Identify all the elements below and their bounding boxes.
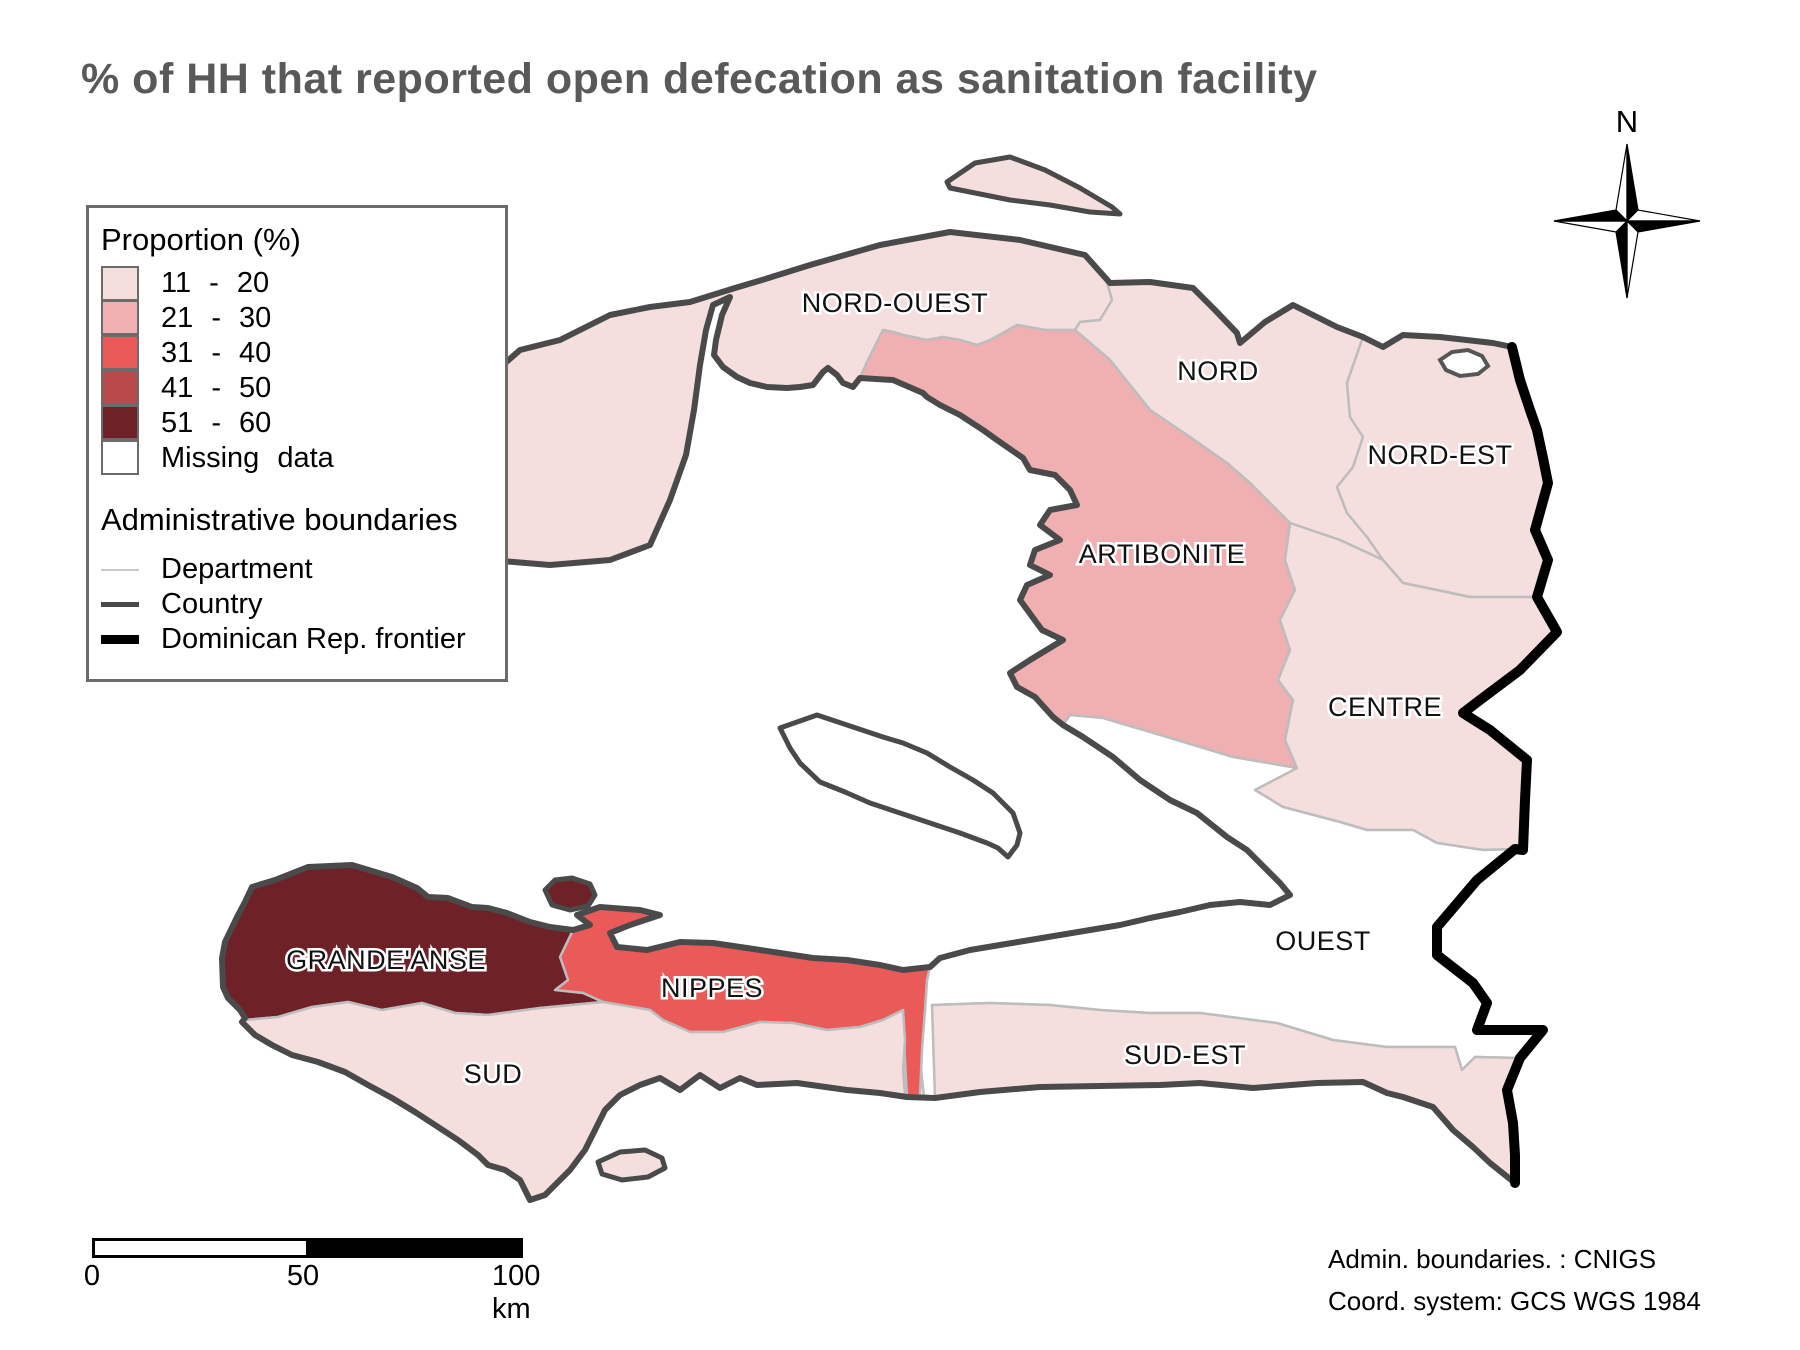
legend-boundaries: Department Country Dominican Rep. frontier [89,552,505,657]
legend-swatch [101,334,139,370]
boundary-row-department: Department [101,552,505,587]
scale-segment-black [306,1241,520,1255]
dominican-frontier-line [1432,342,1562,1188]
legend-class-label: 51 - 60 [161,407,272,439]
fort-liberte-bay [1437,347,1491,379]
region-label-sud: SUD [464,1059,523,1089]
gonave-island [777,712,1023,860]
legend-boundaries-title: Administrative boundaries [101,502,458,537]
legend-classes: 11 - 20 21 - 30 31 - 40 41 - 50 51 - 60 Missi… [101,266,505,476]
legend-class-label: Missing data [161,442,334,474]
scale-label-100km: 100 km [492,1260,541,1325]
country-line-sample [101,602,139,607]
region-label-nord: NORD [1177,356,1259,386]
compass-star-icon [1553,143,1701,299]
cayemite-island [542,875,598,913]
legend-class-row: 21 - 30 [101,299,505,336]
legend-swatch [101,299,139,335]
scale-label-0: 0 [83,1260,101,1292]
boundary-label: Department [161,553,313,585]
legend-class-row: Missing data [101,439,505,476]
scale-label-50: 50 [286,1260,320,1292]
region-sud [240,1000,909,1202]
legend-panel: Proportion (%) 11 - 20 21 - 30 31 - 40 41 -… [86,205,508,682]
scale-segment-white [95,1241,306,1255]
frontier-line-sample [101,635,139,644]
region-label-sud-est: SUD-EST [1124,1040,1246,1070]
legend-class-label: 41 - 50 [161,372,272,404]
boundary-label: Country [161,588,263,620]
legend-proportion-title: Proportion (%) [101,222,301,257]
legend-class-label: 21 - 30 [161,302,272,334]
region-label-artibonite: ARTIBONITE [1079,539,1246,569]
boundary-row-country: Country [101,587,505,622]
legend-swatch [101,369,139,405]
legend-swatch [101,266,139,301]
scale-track [92,1238,523,1258]
boundary-row-frontier: Dominican Rep. frontier [101,622,505,657]
map-title: % of HH that reported open defecation as… [81,55,1318,103]
region-label-centre: CENTRE [1328,692,1442,722]
legend-class-label: 11 - 20 [161,267,270,299]
legend-swatch [101,404,139,440]
attribution-line-boundaries: Admin. boundaries. : CNIGS [1328,1244,1657,1274]
legend-class-row: 41 - 50 [101,369,505,406]
north-label: N [1616,104,1638,139]
attribution-line-coord-system: Coord. system: GCS WGS 1984 [1328,1286,1701,1316]
boundary-label: Dominican Rep. frontier [161,623,466,655]
region-label-grande-anse: GRANDE'ANSE [286,945,486,975]
compass: N [1553,104,1701,299]
attribution: Admin. boundaries. : CNIGS Coord. system… [1328,1238,1701,1322]
legend-class-row: 51 - 60 [101,404,505,441]
legend-class-row: 11 - 20 [101,266,505,301]
ile-a-vache-island [595,1147,668,1183]
department-line-sample [101,568,139,571]
region-label-ouest: OUEST [1275,926,1371,956]
legend-class-row: 31 - 40 [101,334,505,371]
region-label-nippes: NIPPES [661,973,763,1003]
region-label-nord-ouest: NORD-OUEST [802,288,989,318]
legend-swatch [101,439,139,475]
tortuga-island [944,154,1123,217]
legend-class-label: 31 - 40 [161,337,272,369]
region-label-nord-est: NORD-EST [1368,440,1513,470]
